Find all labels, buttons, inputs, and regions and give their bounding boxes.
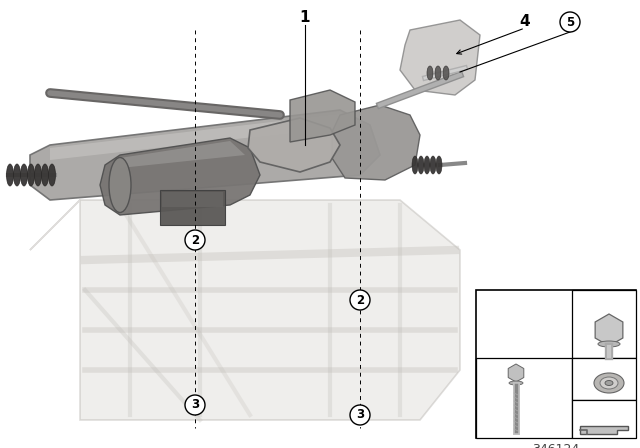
Polygon shape xyxy=(332,105,420,180)
Bar xyxy=(476,290,636,438)
Ellipse shape xyxy=(6,164,13,186)
Text: 5: 5 xyxy=(566,16,574,29)
Ellipse shape xyxy=(35,164,42,186)
Circle shape xyxy=(185,395,205,415)
Text: 3: 3 xyxy=(191,399,199,412)
Polygon shape xyxy=(50,114,360,160)
Bar xyxy=(160,190,225,225)
Ellipse shape xyxy=(443,66,449,80)
Circle shape xyxy=(185,230,205,250)
Text: 4: 4 xyxy=(520,14,531,30)
Ellipse shape xyxy=(42,164,49,186)
Ellipse shape xyxy=(430,156,436,174)
Ellipse shape xyxy=(109,158,131,212)
Polygon shape xyxy=(100,138,260,215)
Polygon shape xyxy=(580,426,628,434)
Text: 2: 2 xyxy=(577,362,586,375)
Ellipse shape xyxy=(598,341,620,347)
Polygon shape xyxy=(248,118,340,172)
Text: 2: 2 xyxy=(356,293,364,306)
Bar xyxy=(162,192,223,207)
Circle shape xyxy=(560,12,580,32)
Ellipse shape xyxy=(594,373,624,393)
Ellipse shape xyxy=(435,66,441,80)
Ellipse shape xyxy=(28,164,35,186)
Ellipse shape xyxy=(424,156,430,174)
Ellipse shape xyxy=(600,377,618,389)
Polygon shape xyxy=(30,200,460,420)
Ellipse shape xyxy=(418,156,424,174)
Polygon shape xyxy=(400,20,480,95)
Ellipse shape xyxy=(427,66,433,80)
Ellipse shape xyxy=(412,156,418,174)
Text: 2: 2 xyxy=(191,233,199,246)
Text: 1: 1 xyxy=(300,10,310,26)
Ellipse shape xyxy=(436,156,442,174)
Circle shape xyxy=(350,290,370,310)
Bar xyxy=(572,358,636,400)
Polygon shape xyxy=(290,90,355,142)
Bar xyxy=(476,358,572,438)
Ellipse shape xyxy=(13,164,20,186)
Ellipse shape xyxy=(509,381,523,385)
Bar xyxy=(572,290,636,358)
Polygon shape xyxy=(30,110,380,200)
Text: 3: 3 xyxy=(356,409,364,422)
Circle shape xyxy=(350,405,370,425)
Ellipse shape xyxy=(20,164,28,186)
Ellipse shape xyxy=(605,380,613,385)
Polygon shape xyxy=(120,141,245,168)
Text: 346124: 346124 xyxy=(532,443,580,448)
Text: 5: 5 xyxy=(577,294,586,307)
Text: 3: 3 xyxy=(482,362,490,375)
Bar xyxy=(572,400,636,438)
Ellipse shape xyxy=(49,164,56,186)
